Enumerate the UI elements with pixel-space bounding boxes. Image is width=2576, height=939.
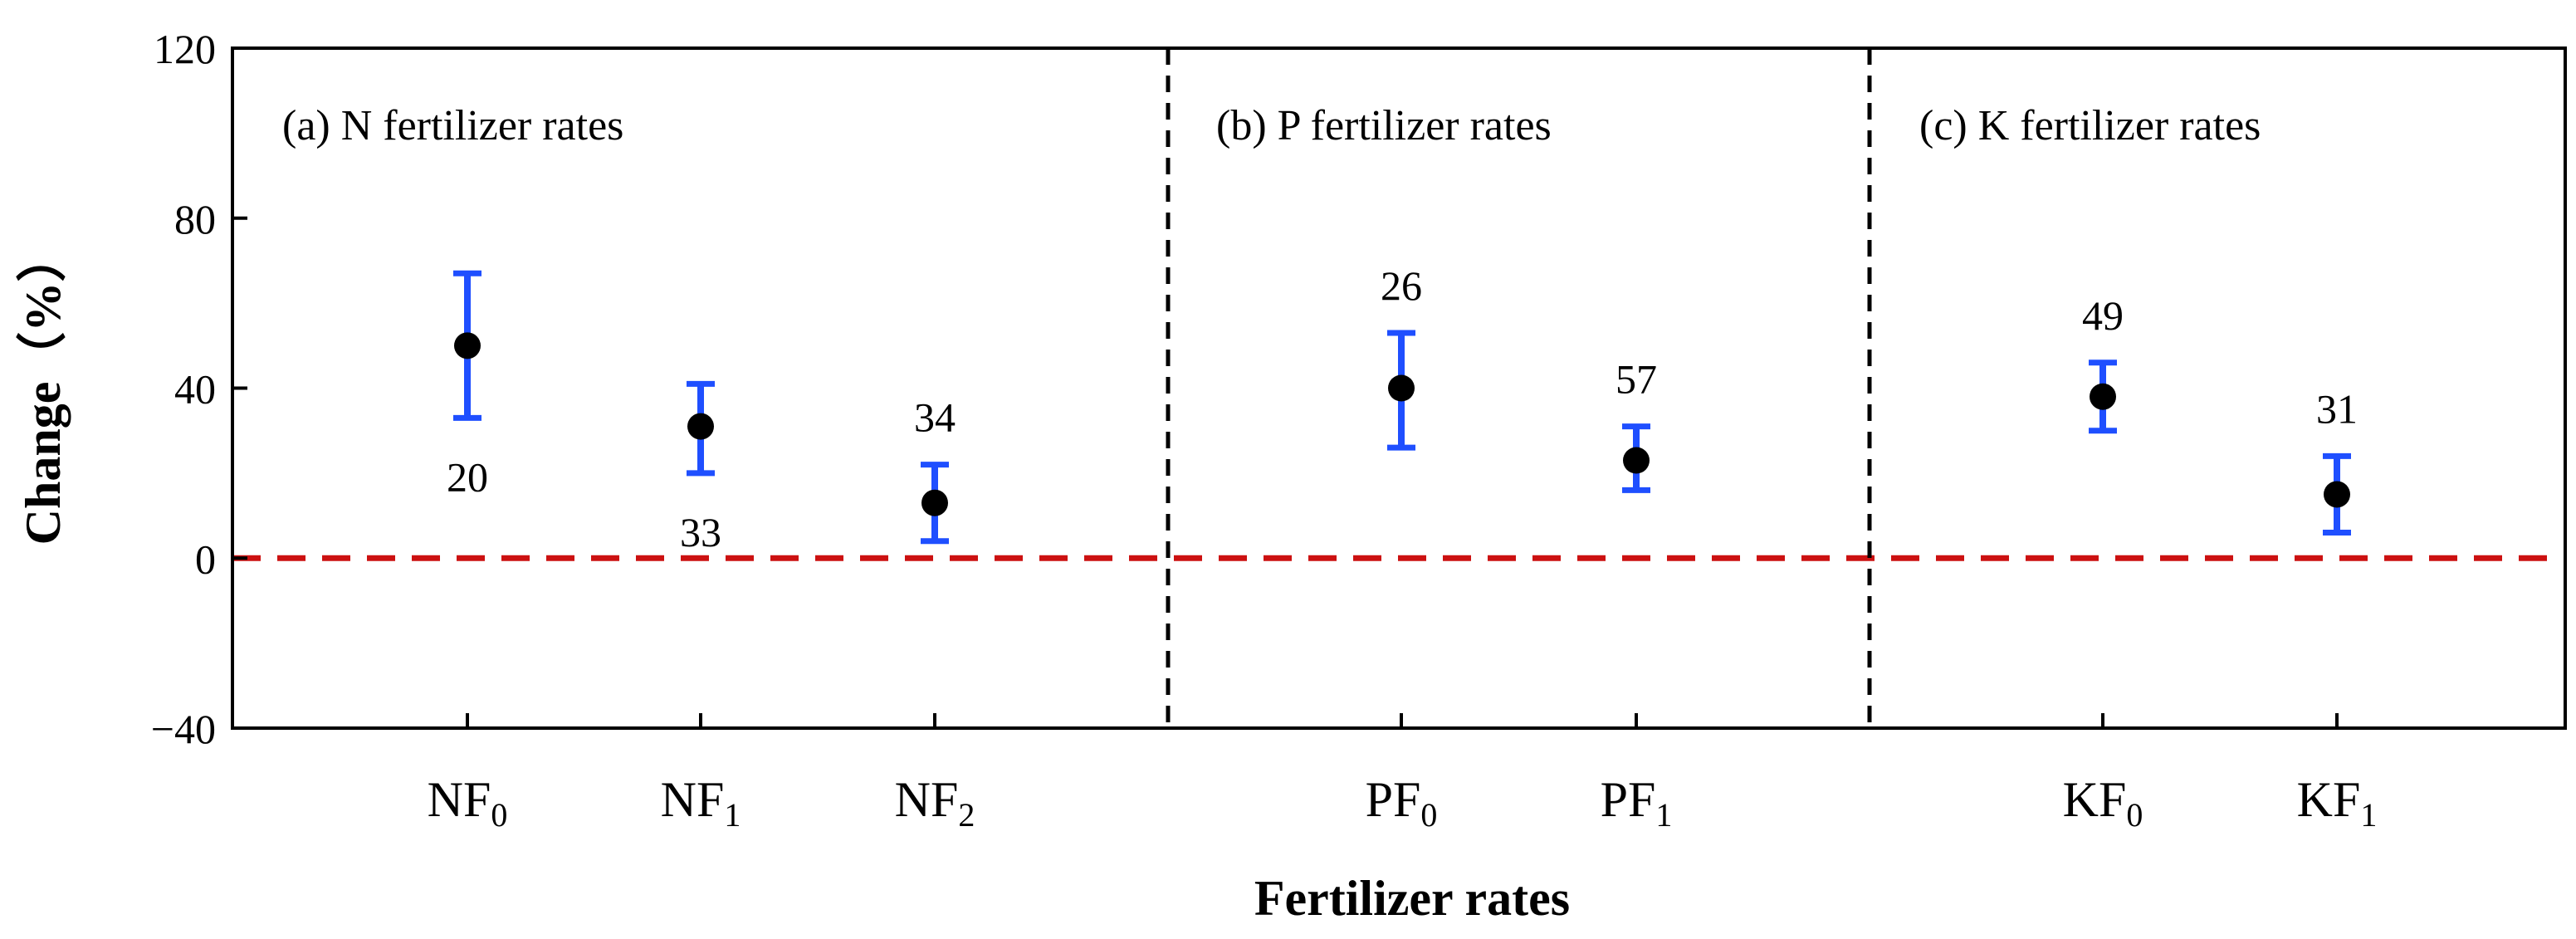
sample-size-label: 57 <box>1615 356 1657 403</box>
x-tick-label: NF1 <box>661 772 741 834</box>
panel-label: (a) N fertilizer rates <box>282 102 623 149</box>
data-point-group: 49 <box>2082 292 2124 434</box>
x-tick-label: NF2 <box>895 772 975 834</box>
y-axis-title: Change（%） <box>15 232 71 545</box>
panel-labels: (a) N fertilizer rates (b) P fertilizer r… <box>282 102 2261 149</box>
x-tick-label: KF1 <box>2297 772 2378 834</box>
sample-size-label: 20 <box>447 453 488 500</box>
sample-size-label: 34 <box>914 394 956 441</box>
data-point-group: 26 <box>1381 262 1422 451</box>
sample-size-label: 31 <box>2316 385 2358 432</box>
y-tick-label: 120 <box>154 26 216 72</box>
data-point <box>1388 374 1415 402</box>
axis-titles: Fertilizer rates Change（%） <box>15 232 1570 926</box>
data-point-group: 31 <box>2316 385 2358 536</box>
sample-size-label: 49 <box>2082 292 2124 339</box>
y-tick-label: 0 <box>195 536 216 582</box>
x-axis: NF0 NF1 NF2 PF0 PF1 KF0 KF1 <box>428 713 2378 834</box>
y-tick-label: 40 <box>174 366 216 413</box>
data-point-group: 57 <box>1615 356 1657 493</box>
panel-divider-layer <box>1166 48 1872 728</box>
data-point <box>2090 383 2116 410</box>
data-layer: 20 33 34 26 57 49 31 <box>447 262 2358 555</box>
y-tick-label: −40 <box>151 706 216 752</box>
data-point <box>1623 447 1650 474</box>
data-point-group: 33 <box>680 380 721 555</box>
sample-size-label: 33 <box>680 509 721 555</box>
data-point <box>454 332 481 359</box>
y-axis: −40 0 40 80 120 <box>151 26 247 752</box>
panel-label: (b) P fertilizer rates <box>1216 102 1552 149</box>
data-point <box>687 413 714 440</box>
x-tick-label: KF0 <box>2063 772 2143 834</box>
x-tick-label: NF0 <box>428 772 508 834</box>
x-tick-label: PF0 <box>1366 772 1438 834</box>
y-tick-label: 80 <box>174 196 216 242</box>
sample-size-label: 26 <box>1381 262 1422 309</box>
data-point <box>2324 481 2350 508</box>
data-point-group: 34 <box>914 394 956 545</box>
x-tick-label: PF1 <box>1601 772 1673 834</box>
x-axis-title: Fertilizer rates <box>1254 871 1570 926</box>
panel-label: (c) K fertilizer rates <box>1919 102 2261 149</box>
data-point <box>921 489 948 516</box>
data-point-group: 20 <box>447 270 488 500</box>
